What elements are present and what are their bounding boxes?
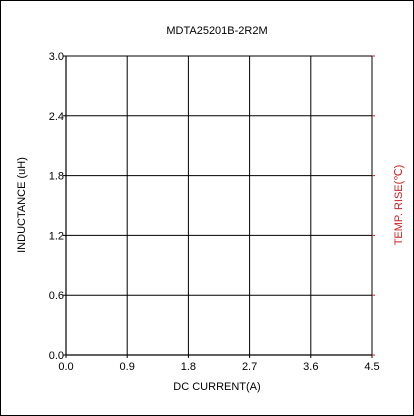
chart-title: MDTA25201B-2R2M <box>166 25 267 37</box>
tick-label-layer: 0.0 0.6 1.2 1.8 2.4 3.0 0.0 0.9 1.8 2.7 3.6 4.5 <box>49 51 380 373</box>
x-tick-label: 4.5 <box>364 361 379 373</box>
y-tick-label: 1.8 <box>49 171 64 183</box>
y-tick-label: 2.4 <box>49 111 64 123</box>
y-tick-label: 0.0 <box>49 350 64 362</box>
x-tick-label: 0.0 <box>58 361 73 373</box>
grid-layer <box>65 55 373 356</box>
axis-layer <box>63 55 375 358</box>
x-tick-label: 1.8 <box>181 361 196 373</box>
y2-axis-label: TEMP. RISE(℃) <box>393 165 405 246</box>
y-tick-label: 3.0 <box>49 51 64 63</box>
x-tick-label: 3.6 <box>303 361 318 373</box>
x-axis-label: DC CURRENT(A) <box>173 381 260 393</box>
x-tick-label: 2.7 <box>242 361 257 373</box>
y-tick-label: 0.6 <box>49 290 64 302</box>
x-tick-label: 0.9 <box>120 361 135 373</box>
y-tick-label: 1.2 <box>49 230 64 242</box>
y-axis-label: INDUCTANCE (uH) <box>16 157 28 253</box>
